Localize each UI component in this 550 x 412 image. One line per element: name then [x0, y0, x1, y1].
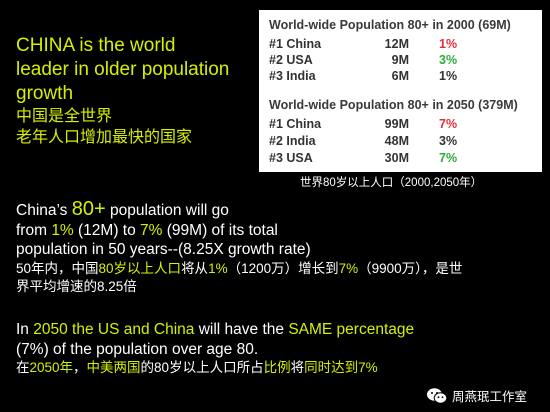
paragraph-line: China’s 80+ population will go: [16, 198, 546, 221]
headline-zh-1: 中国是全世界: [16, 108, 113, 125]
table-2050-row: #2 India 48M 3%: [269, 134, 509, 150]
watermark: 周燕珉工作室: [426, 386, 527, 405]
wechat-icon: [427, 387, 448, 404]
headline-zh-2: 老年人口增加最快的国家: [16, 129, 193, 146]
percentage: 3%: [439, 53, 458, 67]
rank-country: #3 India: [269, 69, 316, 83]
count: 30M: [384, 151, 409, 165]
text-run: (12M) to: [73, 221, 141, 239]
headline: CHINA is the world leader in older popul…: [16, 34, 266, 148]
text-run: （9900万），是世: [358, 260, 463, 276]
population-stats-panel: World-wide Population 80+ in 2000 (69M) …: [259, 10, 542, 172]
highlight-zh: 1%: [208, 260, 228, 276]
percentage: 3%: [439, 134, 458, 148]
rank-country: #1 China: [269, 117, 322, 131]
headline-line-3: growth: [16, 83, 74, 104]
text-run: 将: [290, 360, 305, 375]
highlight-zh: 中美两国: [86, 360, 141, 375]
watermark-text: 周燕珉工作室: [452, 390, 528, 404]
rank-country: #2 India: [269, 134, 316, 148]
count: 99M: [384, 117, 409, 131]
highlight-zh: 7%: [338, 260, 359, 276]
text-run: from: [16, 221, 52, 239]
headline-line-2: leader in older population: [16, 59, 230, 80]
highlight-zh: 2050年: [29, 360, 74, 375]
highlight-same-percentage: SAME percentage: [288, 321, 415, 338]
text-run: (99M) of its total: [162, 221, 278, 239]
text-run: population will go: [105, 202, 229, 219]
paragraph-line: from 1% (12M) to 7% (99M) of its total: [16, 221, 546, 241]
rank-country: #1 China: [269, 37, 322, 51]
text-run: 将从: [181, 260, 209, 276]
highlight-zh: 80岁以上人口: [98, 260, 182, 276]
same-percentage-paragraph: In 2050 the US and China will have the S…: [16, 320, 546, 377]
table-2000-row: #2 USA 9M 3%: [269, 53, 509, 69]
percentage: 1%: [439, 69, 458, 83]
text-run: China’s: [16, 202, 72, 219]
text-run: 的80岁以上人口所占: [140, 360, 264, 375]
percentage: 7%: [439, 151, 458, 165]
count: 9M: [391, 53, 409, 67]
highlight-zh: 同时达到7%: [304, 360, 378, 375]
percentage: 1%: [439, 37, 458, 51]
rank-country: #2 USA: [269, 53, 313, 67]
table-2000-row: #3 India 6M 1%: [269, 69, 509, 85]
rank-country: #3 USA: [269, 151, 313, 165]
paragraph-zh-line: 界平均增速的8.25倍: [16, 278, 137, 294]
highlight-1-percent: 1%: [51, 221, 74, 239]
paragraph-line: In 2050 the US and China will have the S…: [16, 320, 546, 340]
table-2050-title: World-wide Population 80+ in 2050 (379M): [269, 98, 518, 112]
table-2050-row: #3 USA 30M 7%: [269, 151, 509, 167]
stats-caption: 世界80岁以上人口（2000,2050年）: [300, 177, 483, 189]
text-run: （1200万）增长到: [227, 260, 339, 276]
table-2050-row: #1 China 99M 7%: [269, 117, 509, 133]
paragraph-line: (7%) of the population over age 80.: [16, 340, 259, 358]
text-run: 在: [16, 360, 30, 375]
percentage: 7%: [439, 117, 458, 131]
count: 48M: [384, 134, 409, 148]
count: 6M: [391, 69, 409, 83]
text-run: ，: [73, 360, 87, 375]
paragraph-line: population in 50 years--(8.25X growth ra…: [16, 241, 311, 258]
highlight-2050: 2050 the US and China: [33, 321, 195, 338]
text-run: In: [16, 321, 34, 338]
highlight-zh: 比例: [263, 360, 291, 375]
text-run: 50年内，中国: [16, 260, 99, 276]
highlight-80-plus: 80+: [71, 198, 106, 220]
highlight-7-percent: 7%: [140, 221, 163, 239]
growth-paragraph: China’s 80+ population will go from 1% (…: [16, 198, 546, 296]
text-run: will have the: [194, 321, 289, 338]
table-2000-row: #1 China 12M 1%: [269, 37, 509, 53]
paragraph-zh-line: 在2050年，中美两国的80岁以上人口所占比例将同时达到7%: [16, 359, 546, 377]
count: 12M: [384, 37, 409, 51]
table-2000-title: World-wide Population 80+ in 2000 (69M): [269, 18, 511, 32]
headline-line-1: CHINA is the world: [16, 35, 176, 56]
paragraph-zh-line: 50年内，中国80岁以上人口将从1%（1200万）增长到7%（9900万），是世: [16, 260, 546, 278]
